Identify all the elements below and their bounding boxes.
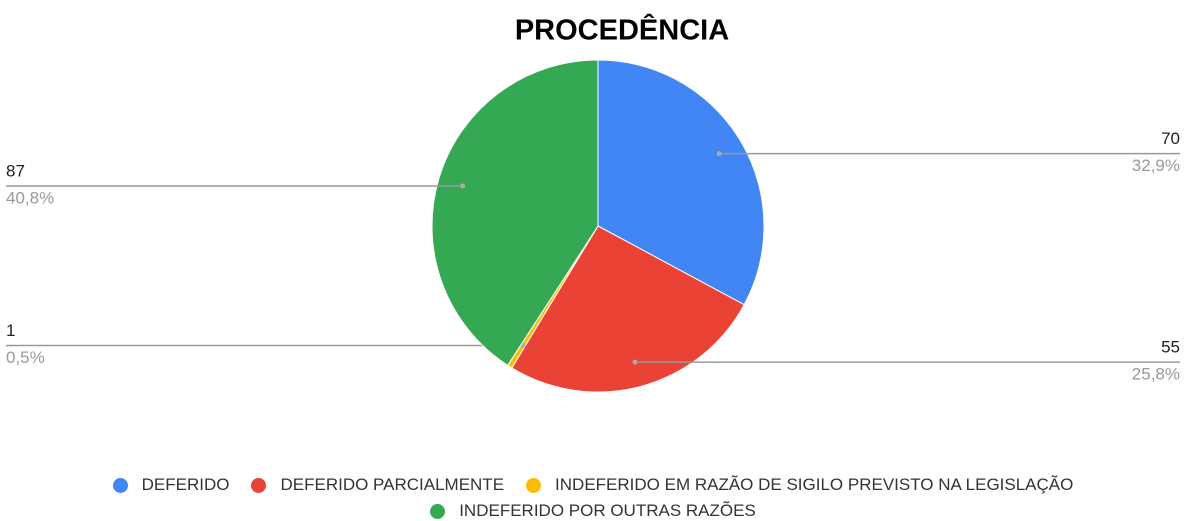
value-label: 70: [1161, 129, 1180, 148]
value-label: 87: [6, 161, 25, 180]
percent-label: 0,5%: [6, 348, 45, 367]
legend: DEFERIDO DEFERIDO PARCIALMENTE INDEFERIDO …: [0, 474, 1186, 521]
legend-swatch: [112, 477, 128, 493]
legend-label: DEFERIDO PARCIALMENTE: [280, 475, 505, 494]
pie-slice: [597, 59, 765, 306]
legend-swatch: [526, 477, 542, 493]
legend-label: INDEFERIDO POR OUTRAS RAZÕES: [459, 501, 756, 520]
legend-item: DEFERIDO PARCIALMENTE: [251, 474, 504, 496]
pie-slice: [431, 59, 599, 366]
percent-label: 40,8%: [6, 188, 54, 207]
leader-dot: [460, 183, 466, 189]
leader-dot: [716, 151, 722, 157]
legend-label: DEFERIDO: [141, 475, 230, 494]
value-label: 1: [6, 321, 15, 340]
legend-swatch: [430, 503, 446, 519]
legend-item: INDEFERIDO EM RAZÃO DE SIGILO PREVISTO N…: [526, 474, 1073, 496]
percent-label: 25,8%: [1132, 365, 1180, 384]
value-label: 55: [1161, 338, 1180, 357]
percent-label: 32,9%: [1132, 156, 1180, 175]
legend-swatch: [251, 477, 267, 493]
legend-item: INDEFERIDO POR OUTRAS RAZÕES: [430, 500, 756, 521]
legend-label: INDEFERIDO EM RAZÃO DE SIGILO PREVISTO N…: [555, 475, 1074, 494]
chart-svg: PROCEDÊNCIA 70 32,9% 55 25,8% 1 0,5% 87 40,8%: [6, 13, 1180, 393]
legend-item: DEFERIDO: [112, 474, 230, 496]
chart-title: PROCEDÊNCIA: [515, 13, 729, 47]
pie-slice: [511, 225, 745, 393]
leader-dot: [632, 359, 638, 365]
